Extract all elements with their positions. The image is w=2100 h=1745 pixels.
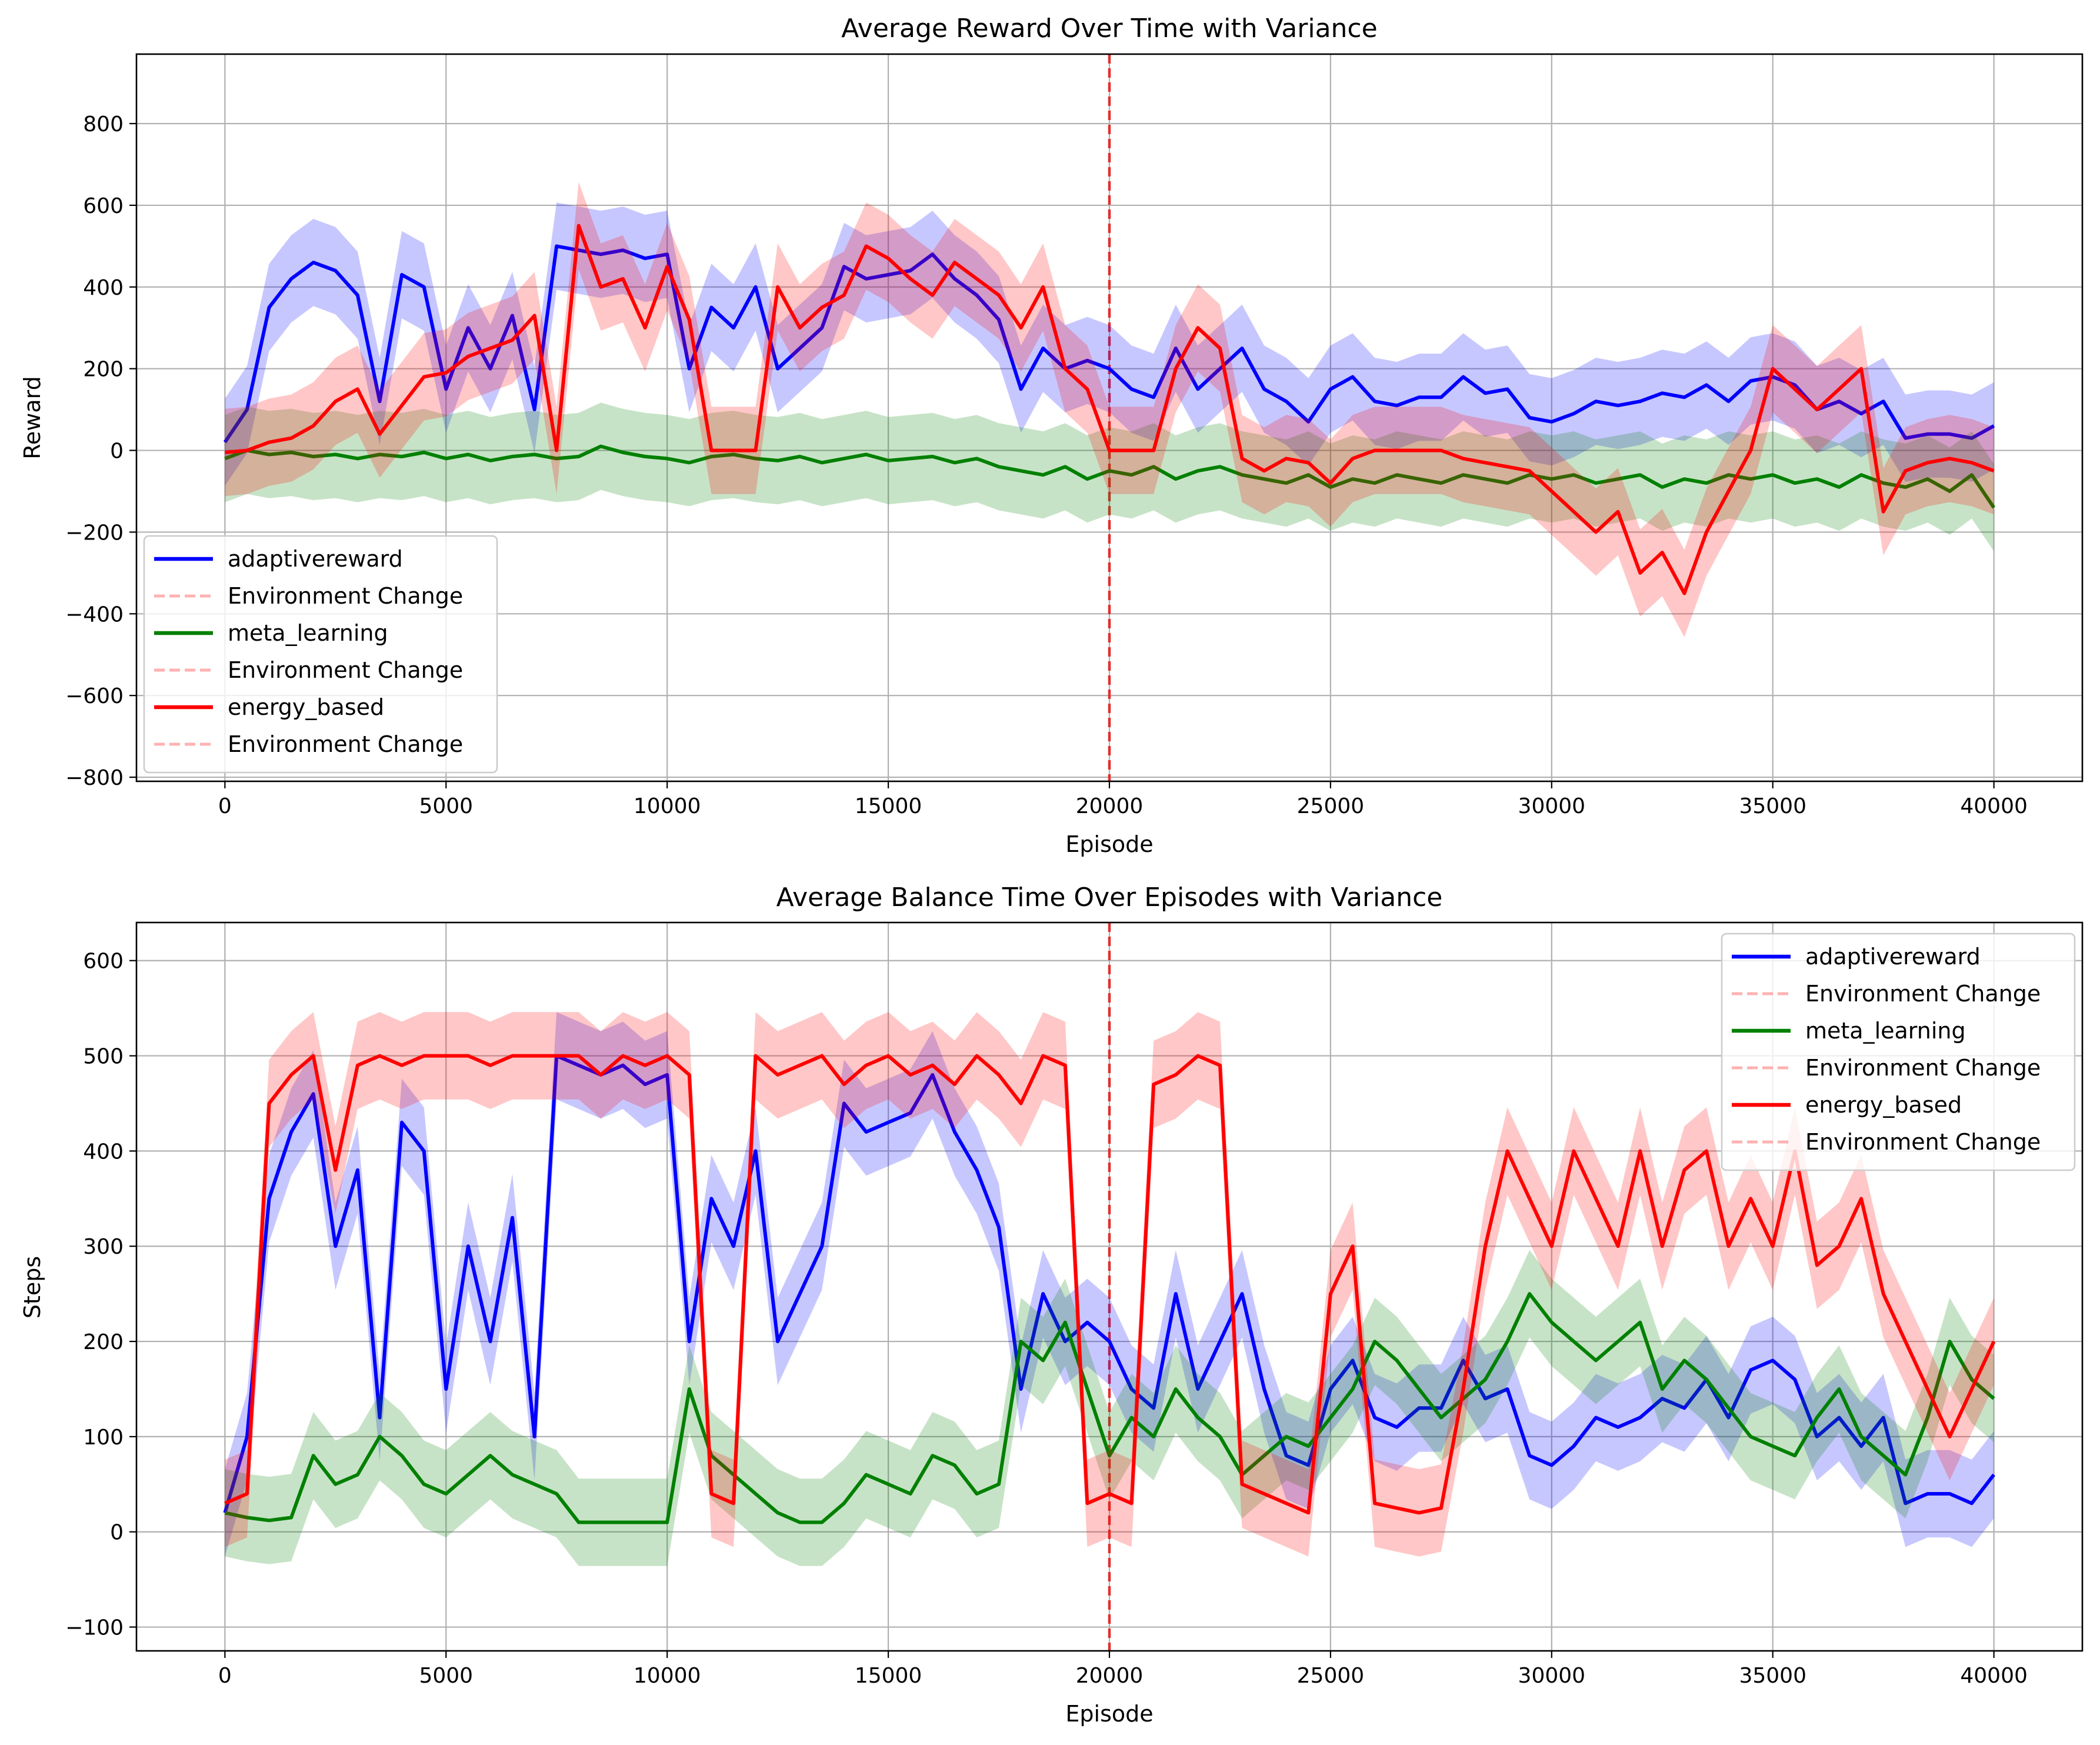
x-tick-label: 35000	[1739, 794, 1806, 818]
y-tick-label: 300	[83, 1235, 124, 1259]
legend-label-environment-change: Environment Change	[228, 731, 463, 757]
energy-based-series-line	[224, 1054, 1996, 1515]
y-tick-label: 100	[83, 1426, 124, 1450]
balance-chart-y-axis-label: Steps	[19, 1256, 45, 1318]
balance-chart-y-ticks: −100 0 100 200 300 400 500 600	[65, 950, 136, 1640]
energy-based-series-line	[225, 224, 1995, 595]
reward-chart-x-ticks: 0 5000 10000 15000 20000 25000 30000 35000 40000	[218, 781, 2028, 818]
legend-label-energy-based: energy_based	[228, 694, 384, 720]
x-tick-label: 5000	[419, 794, 473, 818]
reward-chart-legend: adaptivereward Environment Change meta_l…	[143, 535, 498, 774]
balance-chart-title: Average Balance Time Over Episodes with …	[776, 883, 1443, 913]
reward-chart-series	[223, 182, 1996, 637]
legend-frame	[143, 535, 498, 774]
y-tick-label: 500	[83, 1045, 124, 1069]
x-tick-label: 40000	[1960, 794, 2028, 818]
x-tick-label: 0	[218, 1664, 232, 1688]
legend-label-environment-change: Environment Change	[1805, 1129, 2041, 1155]
x-tick-label: 40000	[1960, 1664, 2028, 1688]
x-tick-label: 0	[218, 794, 232, 818]
y-tick-label: 0	[110, 439, 124, 464]
y-tick-label: 600	[83, 950, 124, 974]
legend-label-adaptivereward: adaptivereward	[228, 546, 403, 572]
reward-chart-y-ticks: −800 −600 −400 −200 0 200 400 600 800	[65, 112, 136, 790]
x-tick-label: 20000	[1076, 1664, 1144, 1688]
y-tick-label: 800	[83, 112, 124, 136]
energy-based-variance-band	[225, 182, 1994, 637]
y-tick-label: −800	[65, 766, 124, 790]
meta-learning-variance-band	[225, 1250, 1994, 1566]
y-tick-label: 400	[83, 276, 124, 300]
legend-label-environment-change: Environment Change	[1805, 981, 2041, 1007]
x-tick-label: 10000	[634, 1664, 701, 1688]
meta-learning-series-line	[224, 444, 1996, 509]
legend-label-energy-based: energy_based	[1805, 1092, 1962, 1118]
x-tick-label: 30000	[1518, 1664, 1586, 1688]
y-tick-label: −100	[65, 1616, 124, 1640]
legend-label-environment-change: Environment Change	[1805, 1055, 2041, 1081]
reward-chart-panel: 0 5000 10000 15000 20000 25000 30000 35000 40000…	[19, 14, 2084, 857]
adaptivereward-variance-band	[225, 202, 1994, 486]
legend-label-adaptivereward: adaptivereward	[1805, 944, 1981, 970]
balance-chart-x-axis-label: Episode	[1065, 1701, 1153, 1727]
legend-label-meta-learning: meta_learning	[228, 620, 388, 646]
x-tick-label: 5000	[419, 1664, 473, 1688]
balance-chart-series	[223, 1012, 1996, 1566]
legend-label-environment-change: Environment Change	[228, 657, 463, 683]
legend-label-environment-change: Environment Change	[228, 583, 463, 609]
x-tick-label: 15000	[855, 794, 922, 818]
reward-chart-x-axis-label: Episode	[1065, 831, 1153, 857]
balance-chart-x-ticks: 0 5000 10000 15000 20000 25000 30000 35000 40000	[218, 1651, 2028, 1688]
meta-learning-series-line	[224, 1292, 1995, 1524]
x-tick-label: 20000	[1076, 794, 1144, 818]
y-tick-label: 400	[83, 1140, 124, 1164]
y-tick-label: 0	[110, 1521, 124, 1545]
adaptivereward-series-line	[223, 244, 1995, 444]
y-tick-label: 600	[83, 194, 124, 218]
x-tick-label: 35000	[1739, 1664, 1806, 1688]
balance-chart-legend: adaptivereward Environment Change meta_l…	[1721, 933, 2076, 1171]
x-tick-label: 30000	[1518, 794, 1586, 818]
y-tick-label: −400	[65, 602, 124, 627]
x-tick-label: 10000	[634, 794, 701, 818]
balance-time-chart-panel: 0 5000 10000 15000 20000 25000 30000 35000 40000…	[19, 883, 2084, 1727]
legend-label-meta-learning: meta_learning	[1805, 1018, 1966, 1044]
reward-chart-title: Average Reward Over Time with Variance	[841, 14, 1377, 44]
meta-learning-variance-band	[225, 402, 1994, 551]
legend-frame	[1721, 933, 2076, 1171]
y-tick-label: −600	[65, 684, 124, 708]
x-tick-label: 15000	[855, 1664, 922, 1688]
y-tick-label: 200	[83, 1330, 124, 1354]
reward-chart-y-axis-label: Reward	[19, 376, 45, 459]
y-tick-label: −200	[65, 521, 124, 545]
x-tick-label: 25000	[1297, 1664, 1365, 1688]
y-tick-label: 200	[83, 358, 124, 382]
x-tick-label: 25000	[1297, 794, 1365, 818]
adaptivereward-series-line	[223, 1054, 1995, 1514]
